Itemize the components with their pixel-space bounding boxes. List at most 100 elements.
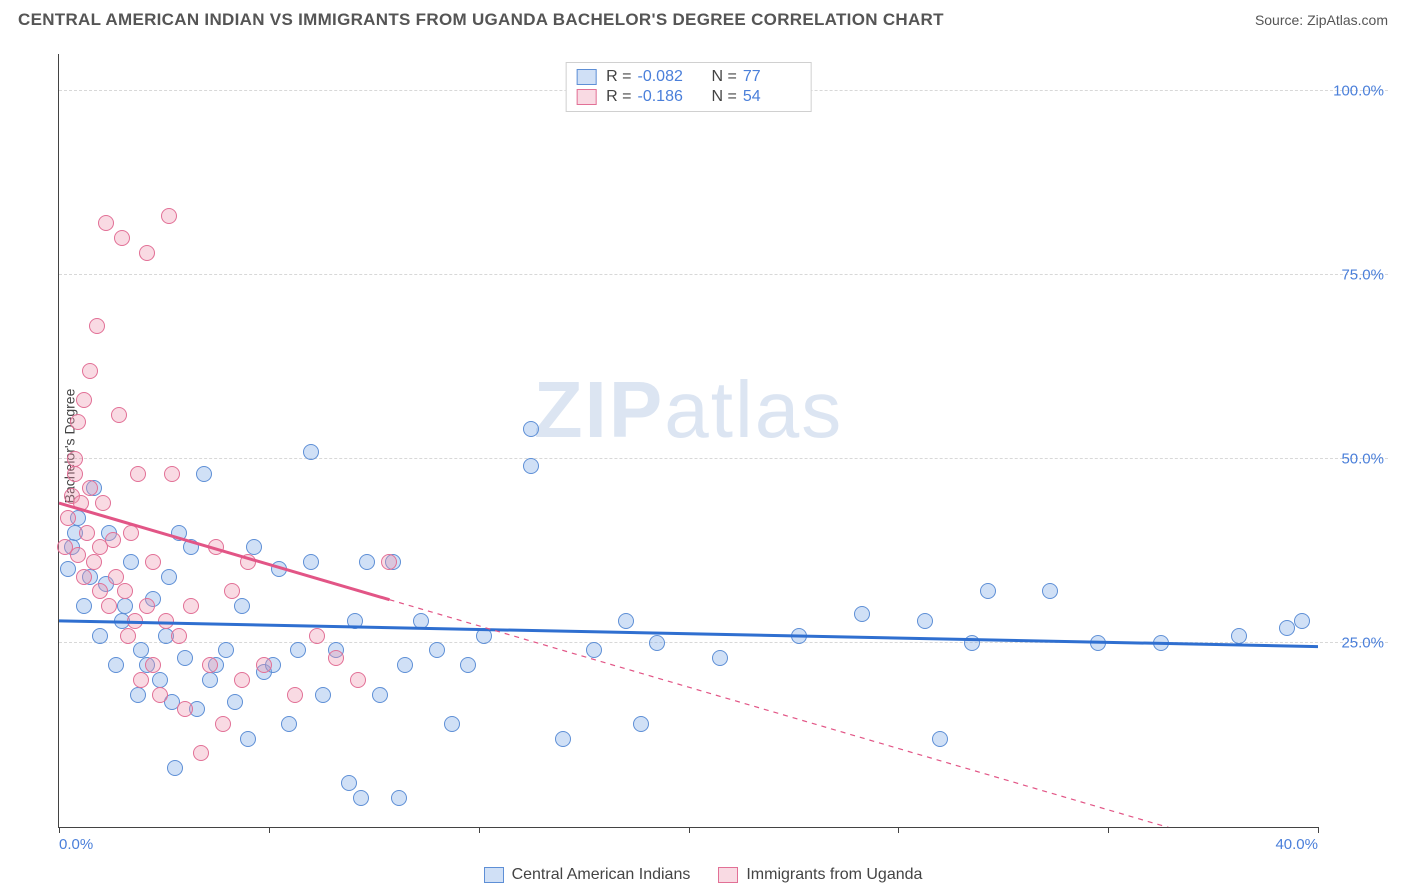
data-point bbox=[256, 657, 272, 673]
x-tick bbox=[1108, 827, 1109, 833]
data-point bbox=[76, 392, 92, 408]
x-tick bbox=[59, 827, 60, 833]
data-point bbox=[60, 561, 76, 577]
data-point bbox=[917, 613, 933, 629]
data-point bbox=[111, 407, 127, 423]
x-tick bbox=[479, 827, 480, 833]
data-point bbox=[158, 613, 174, 629]
gridline bbox=[59, 274, 1388, 275]
data-point bbox=[234, 598, 250, 614]
series-legend: Central American IndiansImmigrants from … bbox=[0, 866, 1406, 884]
data-point bbox=[287, 687, 303, 703]
x-tick bbox=[689, 827, 690, 833]
data-point bbox=[95, 495, 111, 511]
data-point bbox=[328, 650, 344, 666]
data-point bbox=[353, 790, 369, 806]
data-point bbox=[1153, 635, 1169, 651]
data-point bbox=[1294, 613, 1310, 629]
data-point bbox=[227, 694, 243, 710]
data-point bbox=[460, 657, 476, 673]
y-tick-label: 75.0% bbox=[1341, 266, 1384, 283]
stats-row: R = -0.186 N = 54 bbox=[576, 87, 801, 107]
data-point bbox=[60, 510, 76, 526]
data-point bbox=[82, 363, 98, 379]
data-point bbox=[70, 414, 86, 430]
data-point bbox=[649, 635, 665, 651]
data-point bbox=[86, 554, 102, 570]
data-point bbox=[208, 539, 224, 555]
stat-r-value: -0.186 bbox=[638, 88, 696, 106]
legend-swatch bbox=[576, 89, 596, 105]
data-point bbox=[618, 613, 634, 629]
data-point bbox=[413, 613, 429, 629]
data-point bbox=[164, 466, 180, 482]
y-tick-label: 50.0% bbox=[1341, 450, 1384, 467]
x-tick-label: 40.0% bbox=[1275, 836, 1318, 853]
data-point bbox=[120, 628, 136, 644]
data-point bbox=[79, 525, 95, 541]
stat-n-value: 54 bbox=[743, 88, 801, 106]
data-point bbox=[145, 554, 161, 570]
y-tick-label: 100.0% bbox=[1333, 82, 1384, 99]
data-point bbox=[183, 539, 199, 555]
plot-area: ZIPatlas R =-0.082N =77R =-0.186N =54 25… bbox=[58, 54, 1318, 828]
stats-legend: R =-0.082N =77R =-0.186N =54 bbox=[565, 62, 812, 112]
stat-n-label: N = bbox=[712, 68, 737, 86]
data-point bbox=[341, 775, 357, 791]
data-point bbox=[171, 525, 187, 541]
data-point bbox=[161, 208, 177, 224]
data-point bbox=[1279, 620, 1295, 636]
data-point bbox=[105, 532, 121, 548]
data-point bbox=[139, 598, 155, 614]
data-point bbox=[964, 635, 980, 651]
data-point bbox=[932, 731, 948, 747]
data-point bbox=[240, 731, 256, 747]
x-tick bbox=[1318, 827, 1319, 833]
data-point bbox=[108, 569, 124, 585]
data-point bbox=[152, 687, 168, 703]
data-point bbox=[791, 628, 807, 644]
data-point bbox=[429, 642, 445, 658]
watermark: ZIPatlas bbox=[534, 364, 843, 456]
data-point bbox=[633, 716, 649, 732]
data-point bbox=[152, 672, 168, 688]
data-point bbox=[444, 716, 460, 732]
gridline bbox=[59, 458, 1388, 459]
data-point bbox=[183, 598, 199, 614]
data-point bbox=[133, 642, 149, 658]
data-point bbox=[117, 583, 133, 599]
data-point bbox=[70, 547, 86, 563]
data-point bbox=[114, 230, 130, 246]
legend-swatch bbox=[484, 867, 504, 883]
data-point bbox=[303, 554, 319, 570]
data-point bbox=[712, 650, 728, 666]
data-point bbox=[476, 628, 492, 644]
data-point bbox=[76, 569, 92, 585]
data-point bbox=[202, 657, 218, 673]
data-point bbox=[167, 760, 183, 776]
data-point bbox=[391, 790, 407, 806]
data-point bbox=[347, 613, 363, 629]
data-point bbox=[92, 583, 108, 599]
data-point bbox=[1090, 635, 1106, 651]
data-point bbox=[359, 554, 375, 570]
data-point bbox=[397, 657, 413, 673]
data-point bbox=[123, 525, 139, 541]
data-point bbox=[271, 561, 287, 577]
trend-lines-layer bbox=[59, 54, 1318, 827]
data-point bbox=[215, 716, 231, 732]
data-point bbox=[372, 687, 388, 703]
data-point bbox=[82, 480, 98, 496]
data-point bbox=[76, 598, 92, 614]
data-point bbox=[303, 444, 319, 460]
data-point bbox=[193, 745, 209, 761]
data-point bbox=[196, 466, 212, 482]
data-point bbox=[139, 245, 155, 261]
stat-n-label: N = bbox=[712, 88, 737, 106]
stat-r-label: R = bbox=[606, 88, 631, 106]
stat-n-value: 77 bbox=[743, 68, 801, 86]
chart-title: CENTRAL AMERICAN INDIAN VS IMMIGRANTS FR… bbox=[18, 10, 944, 30]
data-point bbox=[1231, 628, 1247, 644]
legend-item: Immigrants from Uganda bbox=[718, 866, 922, 884]
stats-row: R =-0.082N =77 bbox=[576, 67, 801, 87]
